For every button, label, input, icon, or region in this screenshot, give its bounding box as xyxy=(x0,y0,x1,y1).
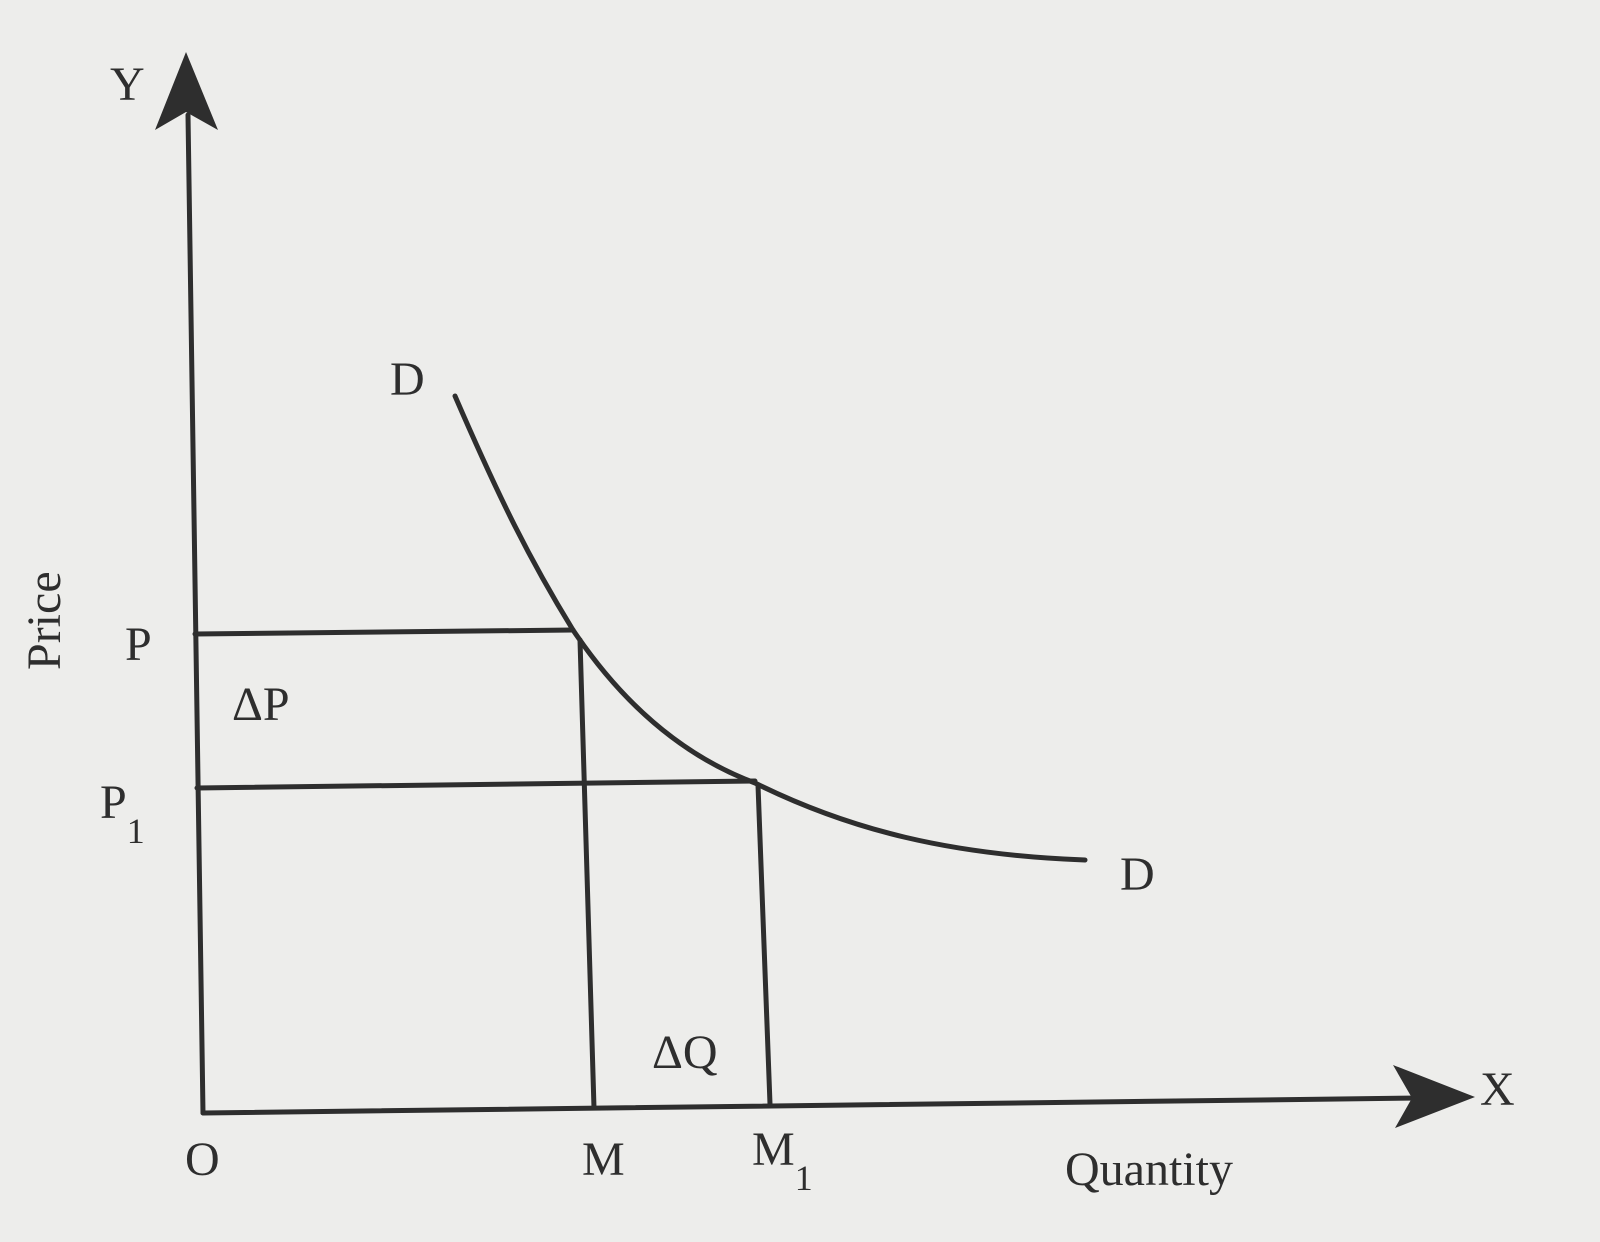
curve-end-label: D xyxy=(1120,848,1155,901)
label-base: P xyxy=(100,776,127,829)
label-subscript: 1 xyxy=(127,811,145,851)
y-axis xyxy=(185,112,206,1116)
quantity-line-m xyxy=(577,637,597,1111)
quantity-line-m1 xyxy=(755,782,773,1107)
x-arrow xyxy=(1393,1065,1475,1128)
origin-label: O xyxy=(185,1133,220,1186)
x-symbol: X xyxy=(1480,1063,1515,1116)
x-axis-label: Quantity xyxy=(1065,1143,1233,1196)
demand-curve xyxy=(452,393,1088,863)
y-axis-label: Price xyxy=(18,571,71,670)
y-symbol: Y xyxy=(110,58,145,111)
quantity-label: M xyxy=(582,1133,625,1186)
delta-price-label: ΔP xyxy=(232,678,290,731)
label-base: P xyxy=(125,618,152,671)
y-arrow xyxy=(155,52,218,130)
x-axis xyxy=(200,1095,1423,1116)
label-subscript: 1 xyxy=(795,1158,813,1198)
price-line-p xyxy=(192,627,576,637)
price-line-p1 xyxy=(194,778,758,791)
quantity-label: M1 xyxy=(752,1123,813,1198)
label-base: M xyxy=(752,1123,795,1176)
price-label: P1 xyxy=(100,776,145,851)
delta-quantity-label: ΔQ xyxy=(652,1026,718,1079)
curve-start-label: D xyxy=(390,353,425,406)
price-label: P xyxy=(125,618,152,671)
label-base: M xyxy=(582,1133,625,1186)
